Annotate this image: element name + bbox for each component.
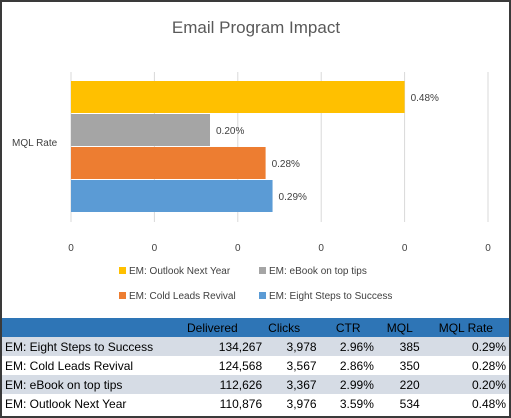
- legend: EM: Outlook Next Year EM: eBook on top ti…: [119, 266, 392, 302]
- bar: [71, 114, 210, 146]
- legend-swatch: [119, 292, 126, 299]
- x-tick-label: 0: [318, 243, 324, 254]
- chart-title: Email Program Impact: [172, 18, 340, 37]
- x-tick-label: 0: [235, 243, 241, 254]
- legend-entry: EM: Cold Leads Revival: [129, 291, 236, 302]
- table-body: EM: Eight Steps to Success 134,267 3,978 2.…: [2, 337, 509, 413]
- bars: 0.48% 0.20% 0.28% 0.29%: [71, 81, 439, 212]
- table-cell: 3,978: [286, 339, 317, 354]
- table-cell: 2.96%: [339, 339, 374, 354]
- x-axis-ticks: 0 0 0 0 0 0: [68, 243, 491, 254]
- category-label: MQL Rate: [12, 138, 58, 149]
- data-label: 0.48%: [411, 93, 439, 104]
- table-cell: 0.48%: [471, 396, 506, 411]
- table-header-row: Delivered Clicks CTR MQL MQL Rate: [2, 318, 509, 337]
- table-cell: 534: [399, 396, 420, 411]
- bar: [71, 180, 273, 212]
- table-cell: 2.99%: [339, 377, 374, 392]
- x-tick-label: 0: [402, 243, 408, 254]
- table-cell: 0.28%: [471, 358, 506, 373]
- table-cell: 3,367: [286, 377, 317, 392]
- table-row: EM: Eight Steps to Success 134,267 3,978 2.…: [2, 337, 509, 356]
- table-cell: EM: eBook on top tips: [5, 377, 123, 392]
- chart: Email Program Impact MQL Rate 0.48% 0.20%…: [12, 18, 491, 302]
- header-clicks: Clicks: [268, 320, 301, 335]
- table-cell: EM: Cold Leads Revival: [5, 358, 134, 373]
- table-row: EM: Outlook Next Year 110,876 3,976 3.59% 53…: [2, 394, 509, 413]
- table-cell: 112,626: [219, 377, 263, 392]
- legend-swatch: [259, 292, 266, 299]
- legend-entry: EM: eBook on top tips: [269, 266, 367, 277]
- table-cell: 2.86%: [339, 358, 374, 373]
- table-row: EM: Cold Leads Revival 124,568 3,567 2.86% 3…: [2, 356, 509, 375]
- table-cell: 220: [399, 377, 420, 392]
- x-tick-label: 0: [68, 243, 74, 254]
- table-cell: 0.29%: [471, 339, 506, 354]
- legend-swatch: [119, 267, 126, 274]
- table-cell: 110,876: [219, 396, 263, 411]
- data-label: 0.20%: [216, 126, 244, 137]
- data-label: 0.29%: [279, 192, 307, 203]
- legend-entry: EM: Eight Steps to Success: [269, 291, 392, 302]
- header-delivered: Delivered: [187, 320, 238, 335]
- table-cell: 350: [399, 358, 420, 373]
- legend-entry: EM: Outlook Next Year: [129, 266, 231, 277]
- legend-swatch: [259, 267, 266, 274]
- header-mql-rate: MQL Rate: [438, 320, 493, 335]
- table-cell: 385: [399, 339, 420, 354]
- data-table: Delivered Clicks CTR MQL MQL Rate EM: Ei…: [2, 318, 509, 413]
- header-name: [2, 318, 184, 337]
- bar: [71, 147, 266, 179]
- table-cell: 0.20%: [471, 377, 506, 392]
- x-tick-label: 0: [485, 243, 491, 254]
- data-label: 0.28%: [272, 159, 300, 170]
- x-tick-label: 0: [152, 243, 158, 254]
- table-cell: 3.59%: [339, 396, 374, 411]
- table-cell: EM: Outlook Next Year: [5, 396, 127, 411]
- table-cell: 124,568: [218, 358, 263, 373]
- table-cell: 3,567: [286, 358, 317, 373]
- table-cell: EM: Eight Steps to Success: [5, 339, 154, 354]
- bar: [71, 81, 405, 113]
- header-ctr: CTR: [335, 320, 361, 335]
- header-mql: MQL: [386, 320, 413, 335]
- table-cell: 3,976: [286, 396, 317, 411]
- table-row: EM: eBook on top tips 112,626 3,367 2.99% 22…: [2, 375, 509, 394]
- table-cell: 134,267: [218, 339, 263, 354]
